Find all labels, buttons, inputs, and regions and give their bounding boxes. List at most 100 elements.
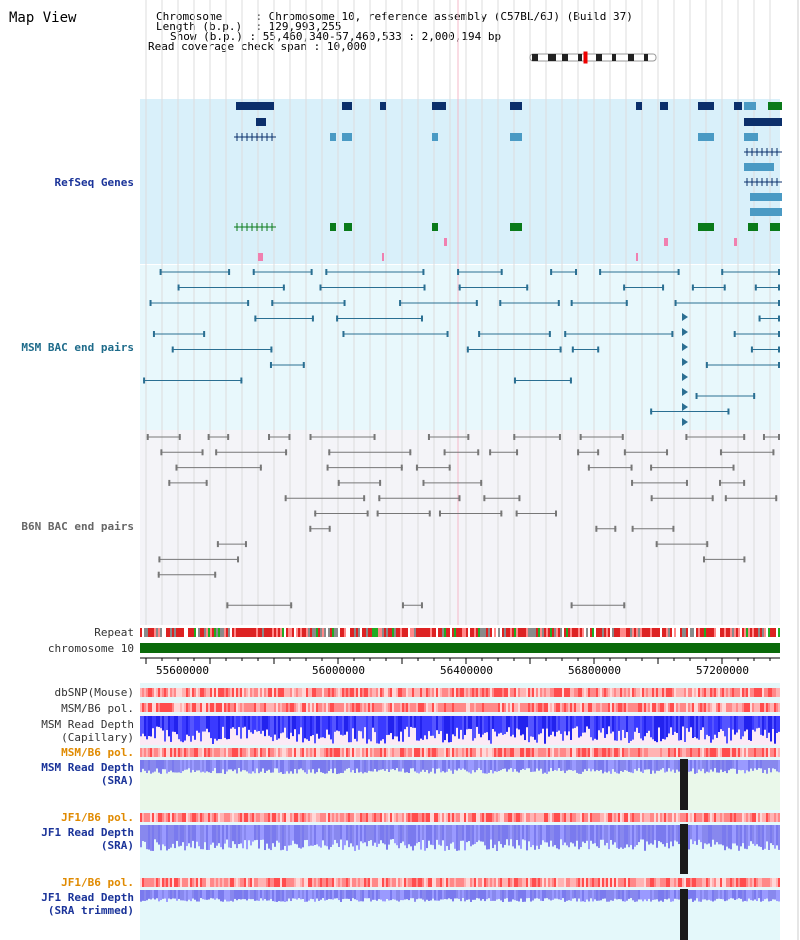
gene-feature (660, 102, 668, 110)
jf1-depth-trim-bar (452, 890, 454, 902)
jf1-b6-pol-2-heat-cell (228, 878, 230, 887)
track-label-b6n-bac[interactable]: B6N BAC end pairs (21, 520, 134, 533)
repeat-block (724, 628, 726, 637)
jf1-depth-sra-bar (168, 825, 170, 849)
dbsnp-heat-cell (400, 688, 402, 697)
jf1-b6-pol-2-heat-cell (258, 878, 260, 887)
msm-b6-pol-heat-cell (696, 703, 698, 712)
msm-depth-sra-bar (392, 760, 394, 769)
jf1-depth-sra-bar (298, 825, 300, 848)
jf1-depth-sra-bar (338, 825, 340, 847)
repeat-block (198, 628, 200, 637)
msm-b6-pol-heat-cell (328, 703, 330, 712)
msm-depth-sra-bar (580, 760, 582, 774)
jf1-depth-trim-bar (146, 890, 148, 901)
jf1-depth-trim-bar (558, 890, 560, 900)
b6n-bac-end (685, 479, 688, 486)
jf1-b6-pol-2-heat-cell (658, 878, 660, 887)
repeat-block (754, 628, 756, 637)
jf1-b6-pol-2-heat-cell (250, 878, 252, 887)
msm-depth-sra-bar (332, 760, 334, 774)
jf1-depth-sra-bar (438, 825, 440, 845)
jf1-depth-sra-bar (548, 825, 550, 847)
msm-bac-end (271, 300, 274, 306)
jf1-b6-pol-2-heat-cell (206, 878, 208, 887)
jf1-b6-pol-heat-cell (436, 813, 438, 822)
jf1-b6-pol-2-heat-cell (628, 878, 630, 887)
jf1-b6-pol-2-heat-cell (288, 878, 290, 887)
jf1-depth-sra-bar (320, 825, 322, 848)
msm-b6-pol-heat-cell (720, 703, 722, 712)
refseq-genes-track[interactable] (234, 102, 782, 261)
msm-b6-pol-2-heat-cell (726, 748, 728, 757)
msm-b6-pol-heat-cell (474, 703, 476, 712)
jf1-depth-sra-bar (342, 825, 344, 850)
msm-b6-pol-2-heat-cell (740, 748, 742, 757)
b6n-bac-track[interactable] (146, 434, 780, 609)
msm-b6-pol-heat-cell (618, 703, 620, 712)
msm-depth-sra-bar (752, 760, 754, 771)
jf1-b6-pol-2-heat-cell (188, 878, 190, 887)
msm-bac-end (152, 331, 155, 337)
msm-depth-sra-bar (572, 760, 574, 771)
jf1-b6-pol-heat-cell (472, 813, 474, 822)
jf1-depth-sra-bar (588, 825, 590, 850)
msm-b6-pol-heat-cell (738, 703, 740, 712)
msm-depth-sra-bar (750, 760, 752, 769)
msm-b6-pol-heat-cell (344, 703, 346, 712)
chromosome-ideogram[interactable] (529, 51, 657, 64)
msm-depth-cap-bar (294, 716, 296, 730)
info-show-value: 55,460,340-57,460,533 : 2,000,194 bp (262, 30, 502, 43)
jf1-depth-trim-bar (322, 890, 324, 899)
position-axis (140, 657, 780, 664)
jf1-b6-pol-2-heat-cell (758, 878, 760, 887)
jf1-b6-pol-2-heat-cell (514, 878, 516, 887)
msm-depth-cap-bar (274, 716, 276, 735)
msm-depth-sra-bar (390, 760, 392, 770)
msm-b6-pol-2-heat-cell (574, 748, 576, 757)
msm-depth-cap-bar (212, 716, 214, 744)
msm-depth-cap-bar (416, 716, 418, 741)
jf1-depth-trim-bar (770, 890, 772, 902)
msm-b6-pol-2-heat-cell (424, 748, 426, 757)
msm-bac-end (758, 315, 761, 322)
jf1-depth-trim-bar (732, 890, 734, 899)
jf1-depth-sra-bar (354, 825, 356, 851)
jf1-depth-trim-bar (726, 890, 728, 901)
msm-b6-pol-2-heat-cell (630, 748, 632, 757)
b6n-bac-end (577, 449, 580, 456)
repeat-block (562, 628, 564, 637)
jf1-depth-sra-bar (410, 825, 412, 847)
msm-bac-end (564, 331, 567, 337)
gene-feature (380, 102, 386, 110)
msm-depth-cap-bar (554, 716, 556, 737)
jf1-b6-pol-2-heat-cell (472, 878, 474, 887)
dbsnp-heat-cell (156, 688, 158, 697)
repeat-block (776, 628, 778, 637)
track-label-msm-bac[interactable]: MSM BAC end pairs (21, 341, 134, 354)
msm-depth-cap-bar (244, 716, 246, 727)
msm-bac-track[interactable] (143, 269, 780, 426)
jf1-b6-pol-2-heat-cell (414, 878, 416, 887)
msm-depth-cap-bar (154, 716, 156, 739)
b6n-bac-end (401, 602, 404, 609)
jf1-depth-sra-bar (436, 825, 438, 840)
msm-depth-cap-bar (210, 716, 212, 739)
msm-depth-sra-bar (372, 760, 374, 772)
ideogram-band (532, 54, 538, 61)
msm-depth-sra-bar (570, 760, 572, 771)
msm-depth-cap-bar (220, 716, 222, 740)
msm-depth-cap-bar (584, 716, 586, 733)
msm-b6-pol-2-heat-cell (720, 748, 722, 757)
jf1-depth-sra-bar (514, 825, 516, 849)
msm-depth-sra-bar (608, 760, 610, 772)
msm-depth-cap-bar (546, 716, 548, 729)
dbsnp-heat-cell (144, 688, 146, 697)
jf1-b6-pol-2-heat-cell (612, 878, 614, 887)
track-label-refseq[interactable]: RefSeq Genes (54, 176, 134, 189)
dbsnp-heat-cell (338, 688, 340, 697)
repeat-block (538, 628, 540, 637)
msm-depth-sra-bar (652, 760, 654, 771)
dbsnp-heat-cell (622, 688, 624, 697)
